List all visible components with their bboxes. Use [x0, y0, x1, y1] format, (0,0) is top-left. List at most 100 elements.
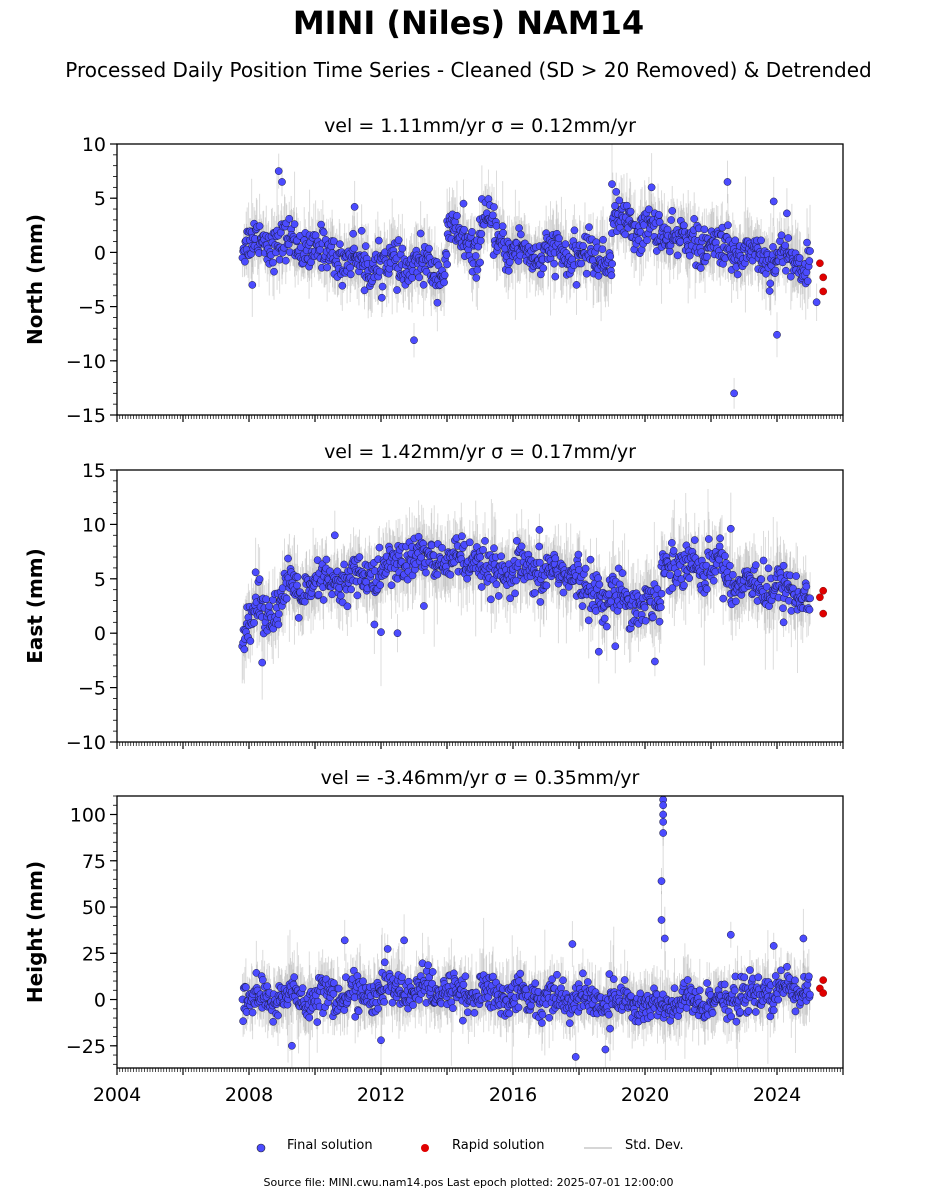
final-solution-point [696, 264, 705, 272]
final-solution-point [274, 610, 283, 618]
final-solution-point [438, 543, 446, 552]
final-solution-point [336, 240, 344, 248]
final-solution-point [350, 244, 359, 253]
final-solution-point [240, 645, 249, 654]
final-solution-point [805, 257, 814, 265]
final-solution-point [516, 230, 525, 239]
final-solution-point [618, 569, 627, 577]
final-solution-point [376, 581, 385, 589]
final-solution-point [781, 241, 790, 250]
std-dev-bars-1 [241, 489, 811, 700]
final-solution-point [759, 556, 768, 565]
final-solution-point [715, 542, 724, 551]
rapid-solution-point [819, 273, 828, 282]
final-solution-point [484, 195, 493, 203]
final-solution-point [586, 555, 595, 564]
final-solution-point [360, 286, 369, 295]
panel-plot-area-2 [238, 796, 828, 1068]
final-solution-point [258, 658, 267, 667]
final-solution-point [608, 180, 616, 188]
final-solution-point [393, 286, 401, 294]
final-solution-point [463, 574, 472, 583]
final-solution-point [535, 542, 544, 551]
final-solution-point [255, 575, 264, 583]
final-solution-point [803, 277, 812, 285]
final-solution-point [685, 574, 694, 583]
final-solution-point [375, 543, 384, 552]
final-solution-point [255, 222, 264, 230]
final-solution-point [282, 594, 291, 603]
final-solution-point [765, 287, 774, 295]
final-solution-point [803, 238, 811, 247]
final-solution-point [511, 589, 519, 598]
final-solution-point [353, 591, 362, 600]
y-tick-label: 10 [82, 514, 106, 536]
figure-subtitle: Processed Daily Position Time Series - C… [65, 58, 872, 82]
final-solution-point [262, 595, 270, 604]
final-solution-point [703, 252, 711, 261]
final-solution-point [711, 567, 720, 576]
final-solution-point [346, 270, 355, 279]
final-solution-point [433, 298, 442, 307]
final-solution-point [802, 582, 811, 591]
final-solution-point [417, 553, 425, 562]
final-solution-point [476, 236, 485, 245]
final-solution-point [615, 196, 624, 205]
final-solution-point [459, 199, 468, 208]
final-solution-point [769, 197, 778, 206]
final-solution-point [585, 223, 593, 231]
final-solution-point [577, 259, 586, 268]
final-solution-point [700, 225, 709, 234]
final-solution-point [783, 209, 791, 218]
final-solution-point [375, 236, 383, 245]
final-solution-point [361, 242, 370, 250]
y-tick-label: −10 [66, 732, 106, 754]
final-solution-point [506, 594, 514, 603]
final-solution-point [732, 597, 740, 606]
final-solution-point [777, 231, 786, 240]
final-solution-point [274, 620, 283, 629]
y-axis-label-1: East (mm) [23, 548, 47, 664]
final-solution-point [653, 585, 662, 593]
final-solution-point [651, 657, 659, 666]
final-solution-point [572, 281, 581, 289]
final-solution-point [336, 591, 345, 600]
final-solution-point [680, 221, 688, 230]
y-tick-label: 10 [82, 134, 106, 156]
final-solution-point [377, 293, 386, 302]
panel-title-0: vel = 1.11mm/yr σ = 0.12mm/yr [324, 115, 636, 137]
final-solution-point [769, 243, 777, 251]
final-solution-point [535, 558, 544, 567]
final-solution-point [782, 266, 790, 275]
final-solution-point [709, 576, 718, 585]
final-solution-point [265, 602, 274, 611]
final-solution-point [731, 236, 740, 245]
final-solution-point [685, 251, 694, 260]
final-solution-point [477, 230, 486, 238]
final-solution-point [489, 211, 497, 220]
final-solution-point [319, 596, 328, 604]
final-solution-point [248, 281, 257, 289]
final-solution-point [594, 271, 603, 280]
final-solution-point [764, 564, 773, 573]
final-solution-point [293, 573, 302, 581]
final-solution-points-0 [238, 167, 821, 398]
final-solution-point [795, 254, 804, 262]
final-solution-point [317, 220, 325, 229]
final-solution-point [559, 588, 568, 597]
final-solution-point [472, 274, 481, 282]
final-solution-point [812, 298, 821, 307]
final-solution-point [724, 221, 732, 230]
final-solution-point [626, 207, 635, 216]
final-solution-point [607, 271, 616, 280]
final-solution-point [512, 537, 521, 545]
final-solution-point [274, 167, 283, 175]
final-solution-point [505, 258, 514, 266]
final-solution-point [771, 266, 780, 275]
final-solution-point [649, 613, 657, 622]
final-solution-point [494, 592, 503, 600]
y-axis-label-0: North (mm) [23, 214, 47, 345]
final-solution-point [319, 228, 328, 237]
final-solution-point [640, 221, 648, 229]
